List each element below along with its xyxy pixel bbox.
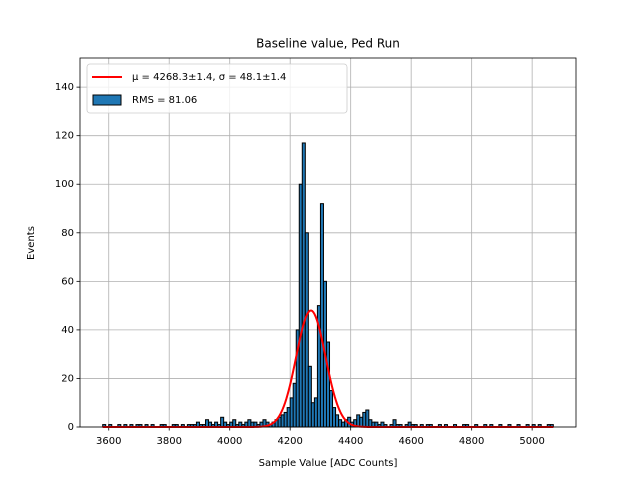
legend-label: μ = 4268.3±1.4, σ = 48.1±1.4 (132, 72, 286, 83)
legend-patch (92, 94, 122, 106)
x-tick-label: 4800 (459, 436, 484, 447)
x-tick-label: 5000 (519, 436, 544, 447)
x-tick-label: 4200 (277, 436, 302, 447)
y-tick-label: 80 (61, 228, 74, 239)
x-axis-label: Sample Value [ADC Counts] (259, 458, 398, 469)
y-axis-label: Events (26, 226, 37, 260)
plot-frame (79, 57, 577, 428)
x-tick-label: 3800 (156, 436, 181, 447)
y-tick-label: 20 (61, 373, 74, 384)
x-tick-label: 4400 (338, 436, 363, 447)
x-tick-label: 4600 (398, 436, 423, 447)
y-tick-label: 60 (61, 276, 74, 287)
chart-title: Baseline value, Ped Run (256, 37, 400, 51)
x-tick-label: 4000 (217, 436, 242, 447)
y-tick-label: 120 (55, 131, 74, 142)
y-tick-label: 140 (55, 82, 74, 93)
x-tick-label: 3600 (96, 436, 121, 447)
y-tick-label: 40 (61, 325, 74, 336)
legend-label: RMS = 81.06 (132, 95, 197, 106)
y-tick-label: 0 (68, 422, 74, 433)
y-tick-label: 100 (55, 179, 74, 190)
legend-box (86, 63, 348, 114)
